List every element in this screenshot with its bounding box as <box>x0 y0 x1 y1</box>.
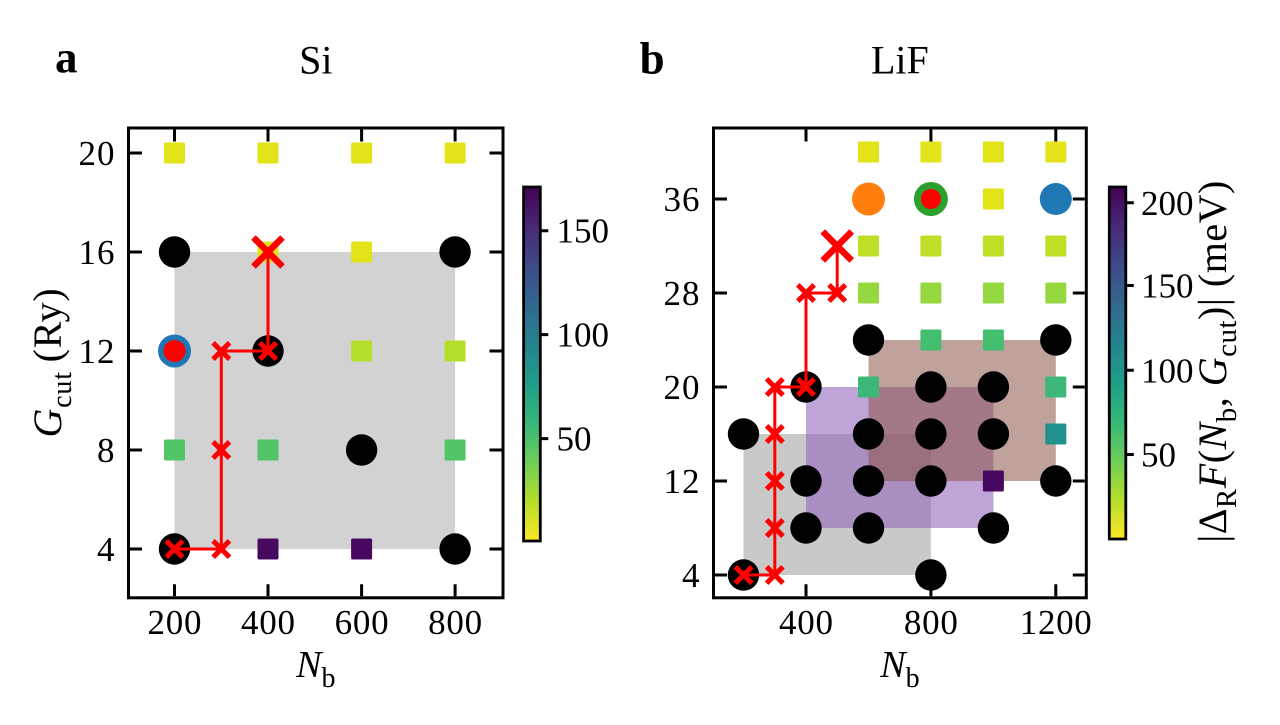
svg-text:Nb: Nb <box>879 644 919 694</box>
svg-text:16: 16 <box>79 233 115 272</box>
svg-text:150: 150 <box>557 212 610 251</box>
svg-text:12: 12 <box>79 332 115 371</box>
svg-text:150: 150 <box>1141 267 1194 306</box>
svg-text:600: 600 <box>335 603 389 642</box>
svg-text:Si: Si <box>299 38 332 83</box>
svg-text:4: 4 <box>97 530 115 569</box>
svg-text:Gcut (Ry): Gcut (Ry) <box>25 287 78 437</box>
svg-text:LiF: LiF <box>871 38 929 83</box>
svg-text:400: 400 <box>779 603 833 642</box>
svg-text:12: 12 <box>664 462 700 501</box>
svg-text:Nb: Nb <box>295 644 335 694</box>
svg-text:b: b <box>640 34 665 84</box>
svg-text:800: 800 <box>904 603 958 642</box>
svg-text:200: 200 <box>1141 184 1194 223</box>
svg-text:400: 400 <box>241 603 295 642</box>
svg-text:8: 8 <box>97 431 115 470</box>
svg-text:4: 4 <box>682 556 700 595</box>
svg-text:36: 36 <box>664 180 700 219</box>
svg-text:a: a <box>55 33 78 83</box>
svg-text:1200: 1200 <box>1020 603 1092 642</box>
svg-text:50: 50 <box>1141 436 1176 475</box>
svg-text:100: 100 <box>557 316 610 355</box>
svg-text:100: 100 <box>1141 351 1194 390</box>
svg-text:800: 800 <box>428 603 482 642</box>
svg-text:50: 50 <box>557 420 592 459</box>
svg-text:20: 20 <box>664 368 700 407</box>
svg-text:|ΔRF(Nb, Gcut)| (meV): |ΔRF(Nb, Gcut)| (meV) <box>1190 180 1243 543</box>
svg-text:200: 200 <box>148 603 202 642</box>
svg-text:20: 20 <box>79 134 115 173</box>
svg-text:28: 28 <box>664 274 700 313</box>
